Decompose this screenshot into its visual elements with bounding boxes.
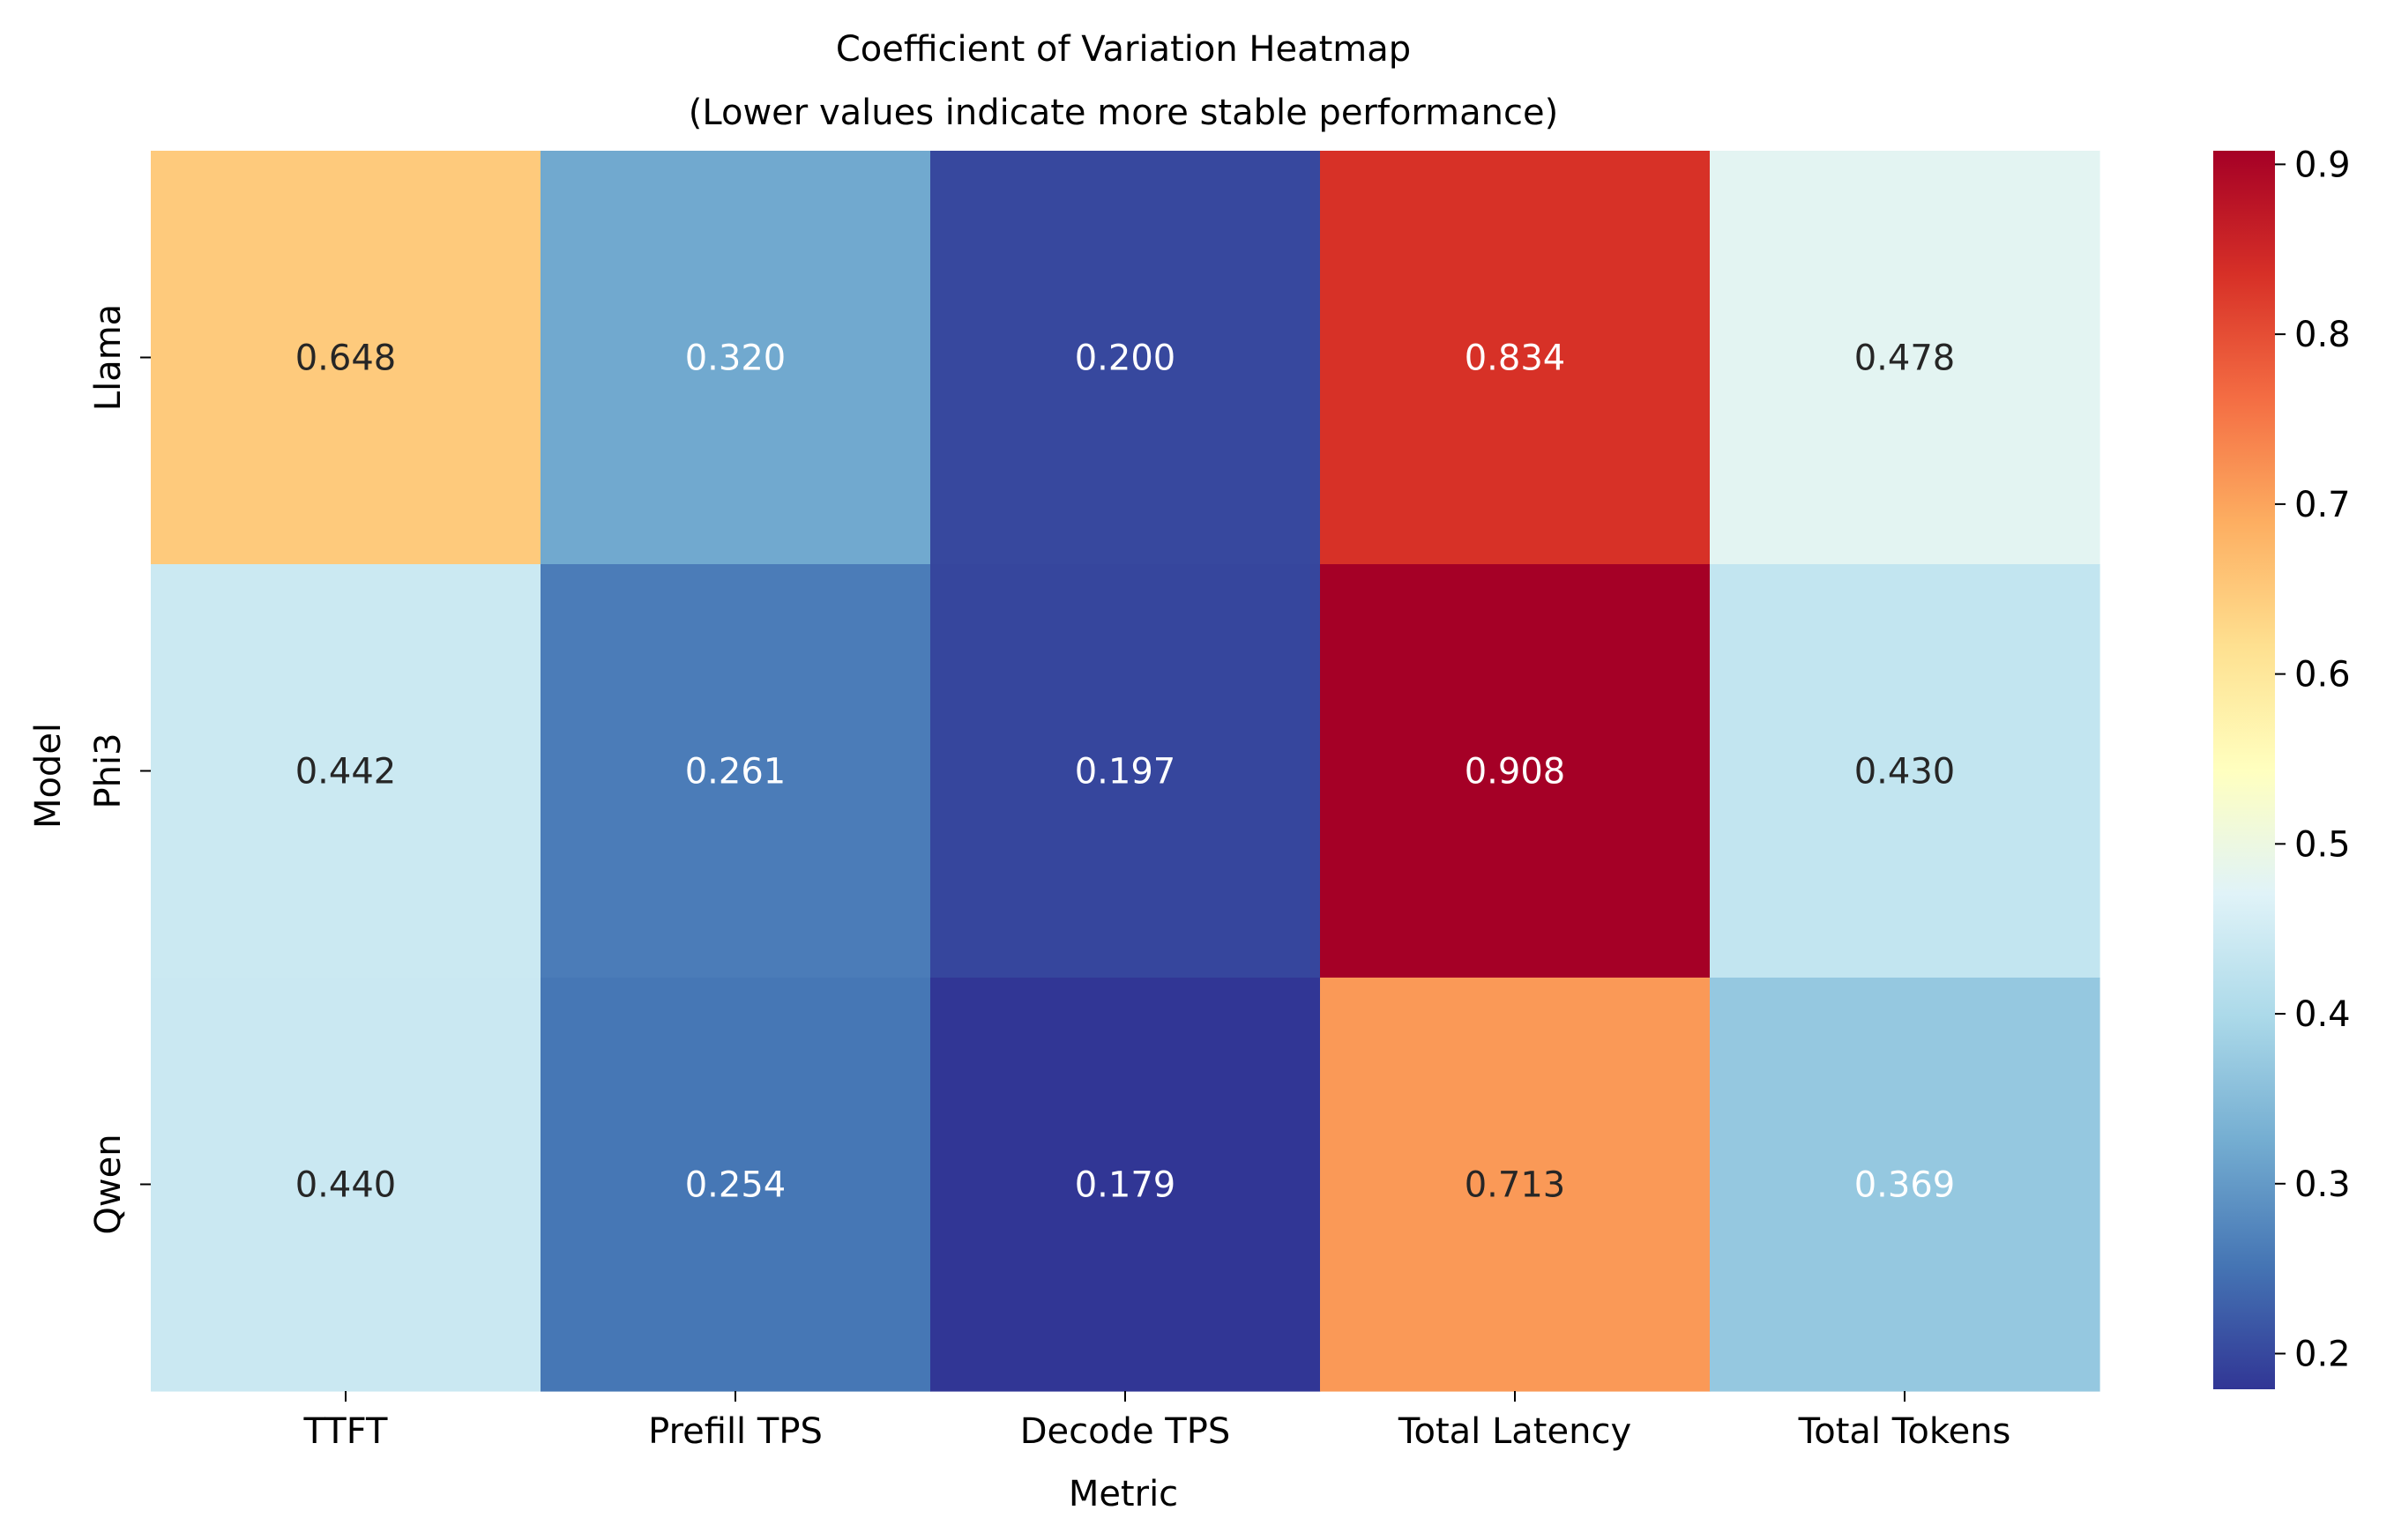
cell-value-label: 0.320	[685, 339, 787, 379]
x-axis-label: Metric	[1069, 1474, 1178, 1514]
cell-value-label: 0.197	[1075, 752, 1176, 792]
heatmap-cells	[151, 151, 2100, 1392]
colorbar-tick-label: 0.7	[2294, 485, 2351, 525]
colorbar: 0.2 0.3 0.4 0.5 0.6 0.7 0.8 0.9	[2213, 145, 2351, 1389]
heatmap-cell	[151, 564, 541, 978]
y-axis-label: Model	[28, 723, 69, 829]
x-axis: TTFT Prefill TPS Decode TPS Total Latency To…	[303, 1391, 2011, 1452]
heatmap-cell	[1320, 151, 1711, 565]
heatmap-cell	[151, 151, 541, 565]
cell-value-label: 0.200	[1075, 339, 1176, 379]
cell-value-label: 0.369	[1854, 1165, 1956, 1206]
colorbar-tick-label: 0.8	[2294, 315, 2351, 355]
heatmap-cell	[541, 564, 931, 978]
heatmap-cell	[1710, 564, 2100, 978]
heatmap-cell	[930, 978, 1321, 1392]
colorbar-tick-label: 0.3	[2294, 1164, 2351, 1205]
heatmap-cell	[541, 978, 931, 1392]
y-axis: Llama Phi3 Qwen	[88, 304, 151, 1235]
colorbar-ticks: 0.2 0.3 0.4 0.5 0.6 0.7 0.8 0.9	[2275, 145, 2351, 1375]
cell-value-label: 0.478	[1854, 339, 1956, 379]
colorbar-tick-label: 0.2	[2294, 1335, 2351, 1375]
cell-value-label: 0.713	[1465, 1165, 1566, 1206]
chart-subtitle: (Lower values indicate more stable perfo…	[689, 93, 1558, 133]
cell-value-label: 0.440	[295, 1165, 397, 1206]
heatmap-cell	[151, 978, 541, 1392]
cell-value-label: 0.648	[295, 339, 397, 379]
colorbar-tick-label: 0.4	[2294, 994, 2351, 1035]
colorbar-tick-label: 0.9	[2294, 145, 2351, 185]
colorbar-tick-label: 0.6	[2294, 655, 2351, 696]
cell-value-label: 0.179	[1075, 1165, 1176, 1206]
heatmap-cell	[1710, 151, 2100, 565]
colorbar-tick-label: 0.5	[2294, 824, 2351, 865]
cell-value-label: 0.254	[685, 1165, 787, 1206]
heatmap-cell	[1710, 978, 2100, 1392]
x-tick-label: Total Latency	[1398, 1411, 1631, 1452]
heatmap-cell	[1320, 978, 1711, 1392]
x-tick-label: TTFT	[303, 1411, 388, 1452]
heatmap-cell-labels: 0.648 0.320 0.200 0.834 0.478 0.442 0.261 0.197…	[295, 339, 1956, 1206]
x-tick-label: Prefill TPS	[648, 1411, 823, 1452]
y-tick-label: Phi3	[88, 733, 129, 808]
cell-value-label: 0.430	[1854, 752, 1956, 792]
x-tick-label: Decode TPS	[1020, 1411, 1231, 1452]
cell-value-label: 0.834	[1465, 339, 1566, 379]
heatmap-cell	[930, 151, 1321, 565]
cell-value-label: 0.908	[1465, 752, 1566, 792]
y-tick-label: Llama	[88, 304, 129, 411]
y-tick-label: Qwen	[88, 1134, 129, 1234]
heatmap-cell	[1320, 564, 1711, 978]
x-tick-label: Total Tokens	[1798, 1411, 2011, 1452]
cell-value-label: 0.261	[685, 752, 787, 792]
cell-value-label: 0.442	[295, 752, 397, 792]
chart-title: Coefficient of Variation Heatmap	[836, 29, 1411, 70]
heatmap-cell	[930, 564, 1321, 978]
colorbar-gradient	[2213, 151, 2275, 1389]
heatmap-cell	[541, 151, 931, 565]
